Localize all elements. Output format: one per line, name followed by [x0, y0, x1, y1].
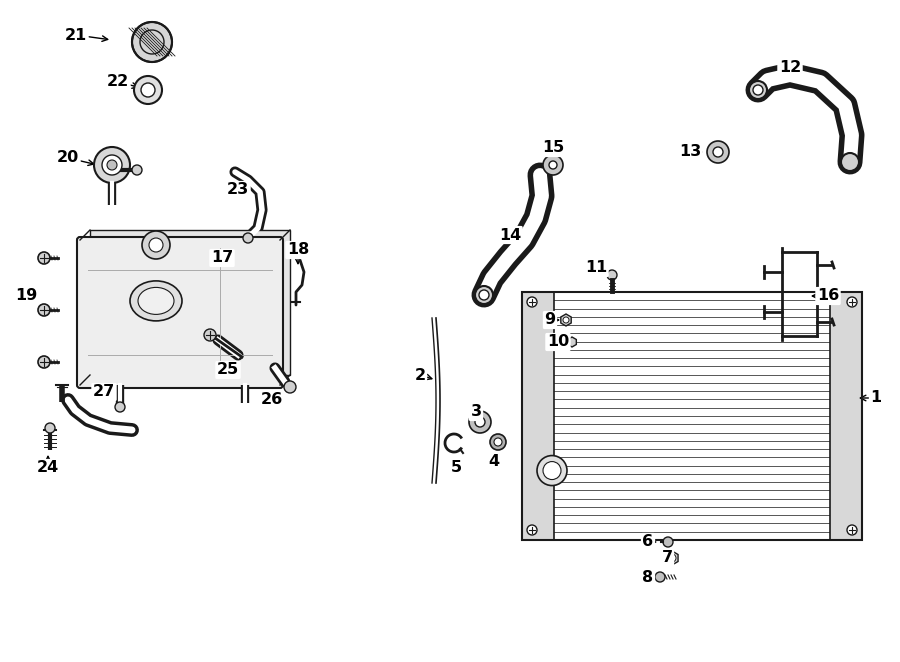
Text: 6: 6	[643, 534, 653, 549]
Text: 14: 14	[499, 228, 521, 242]
Circle shape	[494, 438, 502, 446]
Ellipse shape	[130, 281, 182, 321]
Circle shape	[543, 461, 561, 479]
Text: 22: 22	[107, 75, 129, 89]
Circle shape	[38, 252, 50, 264]
Text: 25: 25	[217, 363, 239, 377]
Text: 9: 9	[544, 312, 555, 328]
Text: 21: 21	[65, 28, 87, 42]
Circle shape	[707, 141, 729, 163]
Text: 16: 16	[817, 289, 839, 303]
Circle shape	[841, 153, 859, 171]
Circle shape	[527, 297, 537, 307]
Circle shape	[753, 85, 763, 95]
Text: 5: 5	[450, 461, 462, 475]
Bar	[522, 292, 862, 540]
Polygon shape	[568, 337, 576, 347]
Circle shape	[38, 304, 50, 316]
Text: 7: 7	[662, 551, 672, 565]
Circle shape	[134, 76, 162, 104]
Text: 8: 8	[643, 569, 653, 585]
Circle shape	[490, 434, 506, 450]
Circle shape	[141, 83, 155, 97]
Text: 15: 15	[542, 140, 564, 156]
Text: 17: 17	[211, 250, 233, 265]
Circle shape	[479, 290, 489, 300]
Text: 26: 26	[261, 393, 284, 408]
Circle shape	[132, 165, 142, 175]
Text: 11: 11	[585, 261, 608, 275]
Circle shape	[847, 525, 857, 535]
FancyBboxPatch shape	[77, 237, 283, 388]
Text: 20: 20	[57, 150, 79, 166]
Circle shape	[847, 297, 857, 307]
Circle shape	[713, 147, 723, 157]
Circle shape	[749, 81, 767, 99]
Circle shape	[284, 381, 296, 393]
Circle shape	[527, 525, 537, 535]
Circle shape	[469, 411, 491, 433]
Circle shape	[243, 233, 253, 243]
Text: 10: 10	[547, 334, 569, 350]
Circle shape	[663, 537, 673, 547]
Text: 4: 4	[489, 455, 500, 469]
Circle shape	[475, 286, 493, 304]
Circle shape	[45, 423, 55, 433]
Text: 13: 13	[679, 144, 701, 160]
Circle shape	[102, 155, 122, 175]
Text: 12: 12	[778, 60, 801, 75]
Text: 3: 3	[471, 404, 482, 420]
Circle shape	[38, 356, 50, 368]
Circle shape	[668, 554, 676, 562]
Text: 19: 19	[15, 289, 37, 303]
Bar	[522, 292, 554, 540]
Circle shape	[607, 270, 617, 280]
Text: 23: 23	[227, 183, 249, 197]
Text: 1: 1	[870, 391, 882, 406]
Circle shape	[115, 402, 125, 412]
Polygon shape	[666, 551, 678, 565]
Circle shape	[563, 317, 569, 323]
Circle shape	[142, 231, 170, 259]
Circle shape	[204, 329, 216, 341]
Text: 27: 27	[93, 385, 115, 399]
Ellipse shape	[138, 287, 174, 314]
Polygon shape	[561, 314, 572, 326]
Circle shape	[132, 22, 172, 62]
Bar	[90, 230, 290, 375]
Text: 2: 2	[414, 367, 426, 383]
Circle shape	[107, 160, 117, 170]
Circle shape	[549, 161, 557, 169]
Circle shape	[475, 417, 485, 427]
Circle shape	[94, 147, 130, 183]
Circle shape	[149, 238, 163, 252]
Circle shape	[543, 155, 563, 175]
Circle shape	[537, 455, 567, 485]
Text: 24: 24	[37, 461, 59, 475]
Bar	[830, 292, 862, 540]
Text: 18: 18	[287, 242, 309, 258]
Circle shape	[655, 572, 665, 582]
